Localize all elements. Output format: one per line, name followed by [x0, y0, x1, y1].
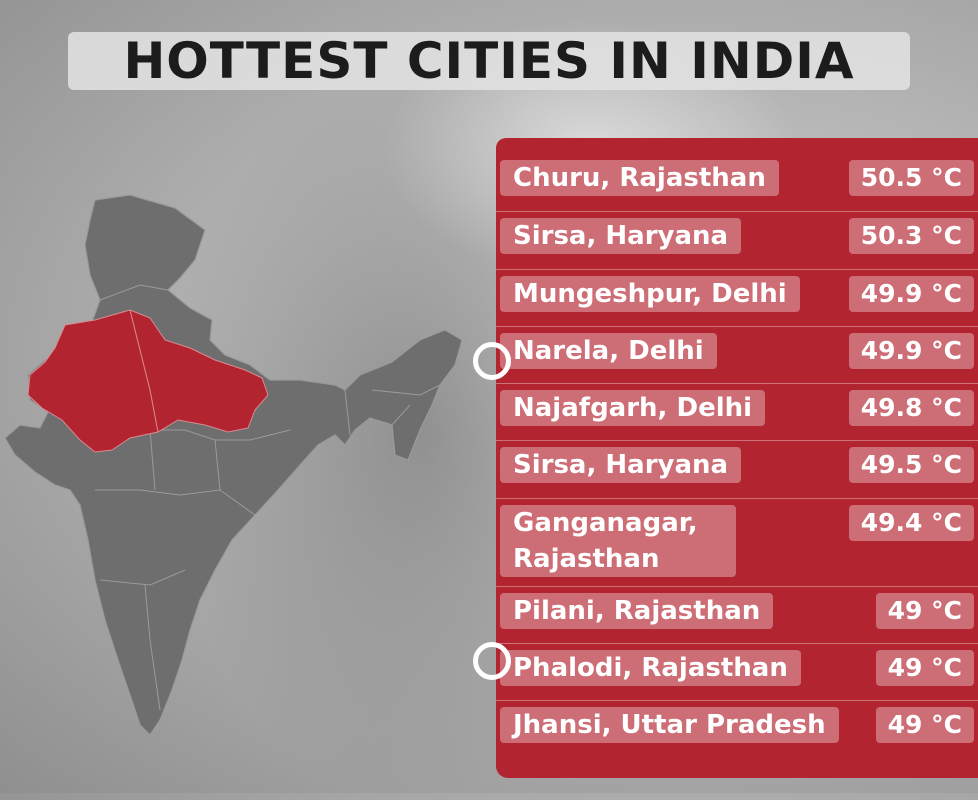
- list-item: Mungeshpur, Delhi 49.9 °C: [496, 269, 978, 312]
- india-map: [4, 194, 463, 736]
- city-name: Narela, Delhi: [500, 333, 717, 369]
- city-name: Ganganagar, Rajasthan: [500, 505, 736, 577]
- page-title: HOTTEST CITIES IN INDIA: [123, 32, 855, 90]
- city-temperature: 50.5 °C: [848, 160, 974, 196]
- india-outline: [4, 194, 463, 736]
- title-banner: HOTTEST CITIES IN INDIA: [68, 32, 910, 90]
- city-temperature: 49.9 °C: [848, 276, 974, 312]
- city-name: Phalodi, Rajasthan: [500, 650, 801, 686]
- city-temperature: 49 °C: [875, 593, 974, 629]
- city-temperature: 49 °C: [875, 707, 974, 743]
- ring-marker-icon: [473, 342, 511, 380]
- city-list-panel: Churu, Rajasthan 50.5 °C Sirsa, Haryana …: [496, 138, 978, 778]
- city-name: Najafgarh, Delhi: [500, 390, 766, 426]
- state-borders: [87, 284, 441, 711]
- city-name: Pilani, Rajasthan: [500, 593, 774, 629]
- city-name: Churu, Rajasthan: [500, 160, 779, 196]
- list-item: Sirsa, Haryana 49.5 °C: [496, 440, 978, 483]
- city-temperature: 49.9 °C: [848, 333, 974, 369]
- city-name: Jhansi, Uttar Pradesh: [500, 707, 839, 743]
- city-temperature: 49 °C: [875, 650, 974, 686]
- list-item: Phalodi, Rajasthan 49 °C: [496, 643, 978, 686]
- list-item: Najafgarh, Delhi 49.8 °C: [496, 383, 978, 426]
- city-name: Sirsa, Haryana: [500, 218, 742, 254]
- ring-marker-icon: [473, 642, 511, 680]
- city-temperature: 49.4 °C: [848, 505, 974, 541]
- city-temperature: 50.3 °C: [848, 218, 974, 254]
- list-item: Ganganagar, Rajasthan 49.4 °C: [496, 498, 978, 577]
- region-divider: [129, 309, 159, 433]
- list-item: Pilani, Rajasthan 49 °C: [496, 586, 978, 629]
- city-name: Mungeshpur, Delhi: [500, 276, 800, 312]
- list-item: Narela, Delhi 49.9 °C: [496, 326, 978, 369]
- city-temperature: 49.8 °C: [848, 390, 974, 426]
- city-name: Sirsa, Haryana: [500, 447, 742, 483]
- list-item: Jhansi, Uttar Pradesh 49 °C: [496, 700, 978, 743]
- city-temperature: 49.5 °C: [848, 447, 974, 483]
- list-item: Sirsa, Haryana 50.3 °C: [496, 211, 978, 254]
